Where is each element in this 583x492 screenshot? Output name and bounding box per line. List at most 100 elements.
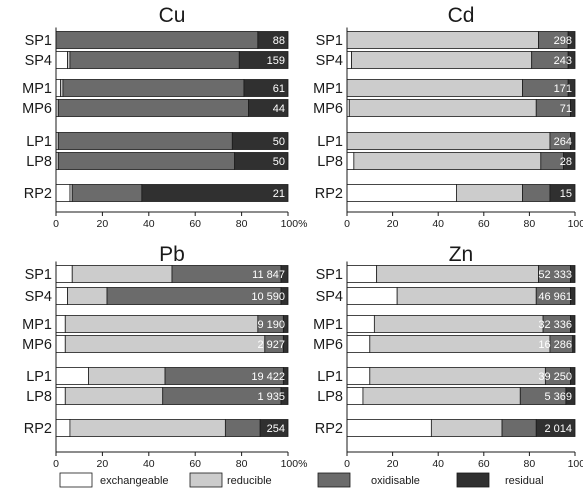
legend: exchangeable reducible oxidisable residual <box>59 472 544 488</box>
category-label: LP1 <box>317 134 343 150</box>
legend-swatch-exchangeable <box>59 472 93 488</box>
x-tick-label: 20 <box>97 458 109 470</box>
category-label: SP4 <box>316 289 343 305</box>
bar-segment-reducible <box>348 99 537 117</box>
x-tick-label: 0 <box>53 218 59 230</box>
bar-segment-exchangeable <box>346 265 378 283</box>
category-label: SP1 <box>316 267 343 283</box>
bar-segment-reducible <box>69 419 226 437</box>
bar-segment-residual <box>243 79 289 97</box>
bar-total-label: 11 847 <box>252 269 285 281</box>
panel-cd: Cd SP1 298 SP4 243 MP1 171 MP6 71 LP1 264 LP8 28 RP2 1… <box>313 4 583 230</box>
category-label: SP1 <box>316 33 343 49</box>
bar-total-label: 44 <box>273 103 285 115</box>
x-tick-label: 80 <box>524 458 536 470</box>
bar-segment-residual <box>563 152 576 170</box>
bar-segment-residual <box>567 51 576 69</box>
x-tick-label: 40 <box>143 218 155 230</box>
bar-segment-residual <box>570 315 576 333</box>
bar-segment-reducible <box>351 51 533 69</box>
bar-segment-reducible <box>396 287 537 305</box>
bar-segment-reducible <box>67 287 108 305</box>
category-label: LP1 <box>317 369 343 385</box>
bar-total-label: 2 927 <box>257 339 285 351</box>
bar-segment-oxidisable <box>501 419 537 437</box>
bar-segment-residual <box>282 335 289 353</box>
bar-segment-residual <box>141 184 289 202</box>
bar-segment-reducible <box>362 387 521 405</box>
panel-pb: Pb SP1 11 847 SP4 10 590 MP1 9 190 MP6 2 927 LP1 1… <box>22 243 307 470</box>
bar-total-label: 46 961 <box>538 291 572 303</box>
bar-segment-reducible <box>456 184 523 202</box>
category-label: SP1 <box>25 267 52 283</box>
bar-segment-exchangeable <box>55 335 66 353</box>
bar-total-label: 50 <box>273 136 285 148</box>
bar-segment-exchangeable <box>55 367 89 385</box>
bar-segment-residual <box>567 79 576 97</box>
category-label: SP4 <box>25 289 52 305</box>
category-label: RP2 <box>24 186 52 202</box>
category-label: LP8 <box>317 154 343 170</box>
bar-segment-exchangeable <box>55 315 66 333</box>
bar-segment-residual <box>570 132 576 150</box>
x-tick-label: 20 <box>387 218 399 230</box>
bar-segment-reducible <box>369 335 551 353</box>
bar-segment-residual <box>570 367 576 385</box>
bar-segment-residual <box>567 31 576 49</box>
x-tick-label: 20 <box>387 458 399 470</box>
x-tick-label: 40 <box>432 218 444 230</box>
category-label: RP2 <box>315 186 343 202</box>
bar-segment-exchangeable <box>55 387 66 405</box>
bar-total-label: 5 369 <box>544 391 572 403</box>
bar-total-label: 298 <box>554 35 572 47</box>
bar-segment-residual <box>234 152 289 170</box>
category-label: LP8 <box>26 389 52 405</box>
bar-total-label: 171 <box>554 83 572 95</box>
panel-title: Cd <box>448 4 475 27</box>
bar-segment-exchangeable <box>55 79 62 97</box>
bar-segment-reducible <box>369 367 546 385</box>
bar-segment-exchangeable <box>346 335 371 353</box>
bar-segment-reducible <box>346 31 539 49</box>
category-label: SP4 <box>316 53 343 69</box>
bar-segment-exchangeable <box>346 152 355 170</box>
x-tick-label: 80 <box>236 458 248 470</box>
panel-title: Zn <box>449 243 474 266</box>
bar-segment-oxidisable <box>57 132 233 150</box>
bar-segment-residual <box>248 99 289 117</box>
bar-segment-oxidisable <box>69 51 240 69</box>
bar-total-label: 39 250 <box>538 371 572 383</box>
bar-segment-reducible <box>346 79 523 97</box>
category-label: MP1 <box>22 317 52 333</box>
bar-segment-reducible <box>373 315 544 333</box>
bar-total-label: 16 286 <box>538 339 572 351</box>
category-label: MP1 <box>313 81 343 97</box>
bar-segment-reducible <box>353 152 542 170</box>
category-label: MP1 <box>22 81 52 97</box>
x-tick-label: 40 <box>432 458 444 470</box>
legend-swatch-oxidisable <box>317 472 351 488</box>
bar-total-label: 159 <box>267 55 285 67</box>
bar-segment-oxidisable <box>522 184 551 202</box>
bar-total-label: 50 <box>273 156 285 168</box>
bar-total-label: 254 <box>267 423 285 435</box>
x-tick-label: 60 <box>189 458 201 470</box>
bar-segment-reducible <box>88 367 166 385</box>
category-label: SP1 <box>25 33 52 49</box>
bar-segment-exchangeable <box>346 51 352 69</box>
x-tick-label: 80 <box>524 218 536 230</box>
category-label: LP1 <box>26 134 52 150</box>
bar-segment-reducible <box>64 335 266 353</box>
bar-segment-residual <box>280 387 289 405</box>
category-label: RP2 <box>24 421 52 437</box>
bar-segment-reducible <box>376 265 539 283</box>
bar-segment-oxidisable <box>55 31 259 49</box>
bar-segment-residual <box>282 315 289 333</box>
bar-total-label: 71 <box>560 103 572 115</box>
bar-segment-residual <box>238 51 289 69</box>
bar-segment-reducible <box>346 132 551 150</box>
legend-label-reducible: reducible <box>227 475 272 487</box>
legend-label-residual: residual <box>505 475 544 487</box>
bar-total-label: 61 <box>273 83 285 95</box>
x-tick-label: 100% <box>281 218 308 230</box>
